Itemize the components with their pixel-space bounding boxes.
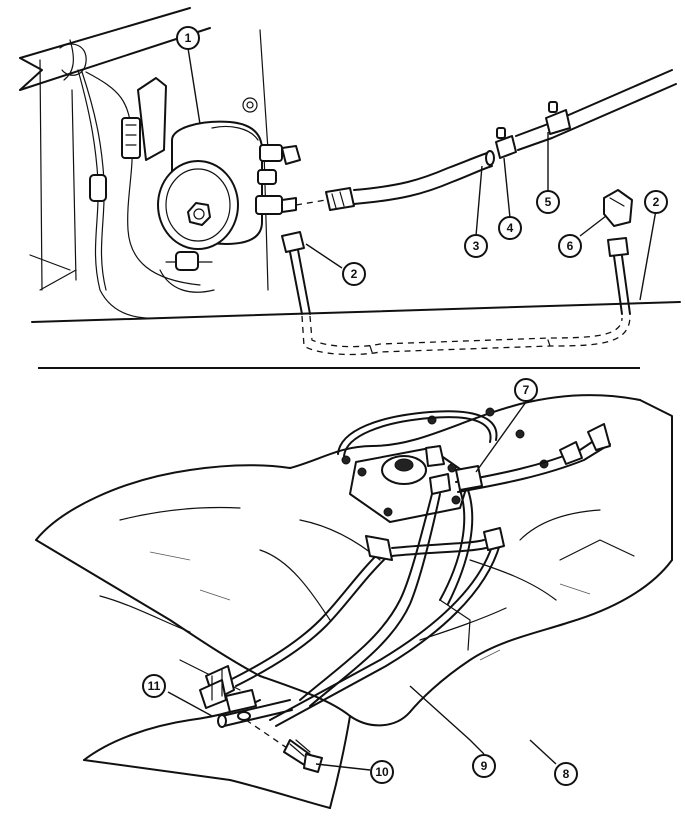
callout-3-label: 3 <box>473 239 480 253</box>
sending-unit-plate <box>341 407 549 523</box>
callout-4-label: 4 <box>507 221 514 235</box>
hose-clamp-second <box>545 101 571 135</box>
in-line-connector <box>89 174 107 202</box>
callout-10-label: 10 <box>375 765 389 779</box>
callout-5-label: 5 <box>545 195 552 209</box>
mounting-bolt <box>245 719 323 773</box>
callout-10: 10 <box>370 760 394 784</box>
callout-5: 5 <box>536 190 560 214</box>
callout-1: 1 <box>176 26 200 50</box>
fuel-pump <box>157 120 301 293</box>
callout-3: 3 <box>464 234 488 258</box>
top-view-fuel-pump-assembly <box>19 7 681 356</box>
callout-8-label: 8 <box>563 767 570 781</box>
callout-7: 7 <box>514 378 538 402</box>
callout-9: 9 <box>472 754 496 778</box>
left-fuel-line <box>281 231 311 315</box>
hose-fitting <box>325 187 355 211</box>
callout-4: 4 <box>498 216 522 240</box>
hose-clamp <box>495 127 517 159</box>
callout-2-right: 2 <box>644 190 668 214</box>
callout-2-left: 2 <box>342 262 366 286</box>
tee-fitting <box>425 445 483 495</box>
callout-11-label: 11 <box>148 679 161 693</box>
bottom-view-fuel-tank <box>35 394 673 809</box>
callout-9-label: 9 <box>481 759 488 773</box>
line-bracket-clamp <box>199 665 257 721</box>
callout-6: 6 <box>558 234 582 258</box>
callout-2-left-label: 2 <box>351 267 358 281</box>
callout-leaders <box>167 47 657 771</box>
callout-7-label: 7 <box>523 383 530 397</box>
callout-2-right-label: 2 <box>653 195 660 209</box>
callout-1-label: 1 <box>185 31 192 45</box>
callout-6-label: 6 <box>567 239 574 253</box>
callout-8: 8 <box>554 762 578 786</box>
right-fuel-line <box>607 237 631 315</box>
callout-11: 11 <box>142 674 166 698</box>
elbow-fitting <box>603 189 633 227</box>
